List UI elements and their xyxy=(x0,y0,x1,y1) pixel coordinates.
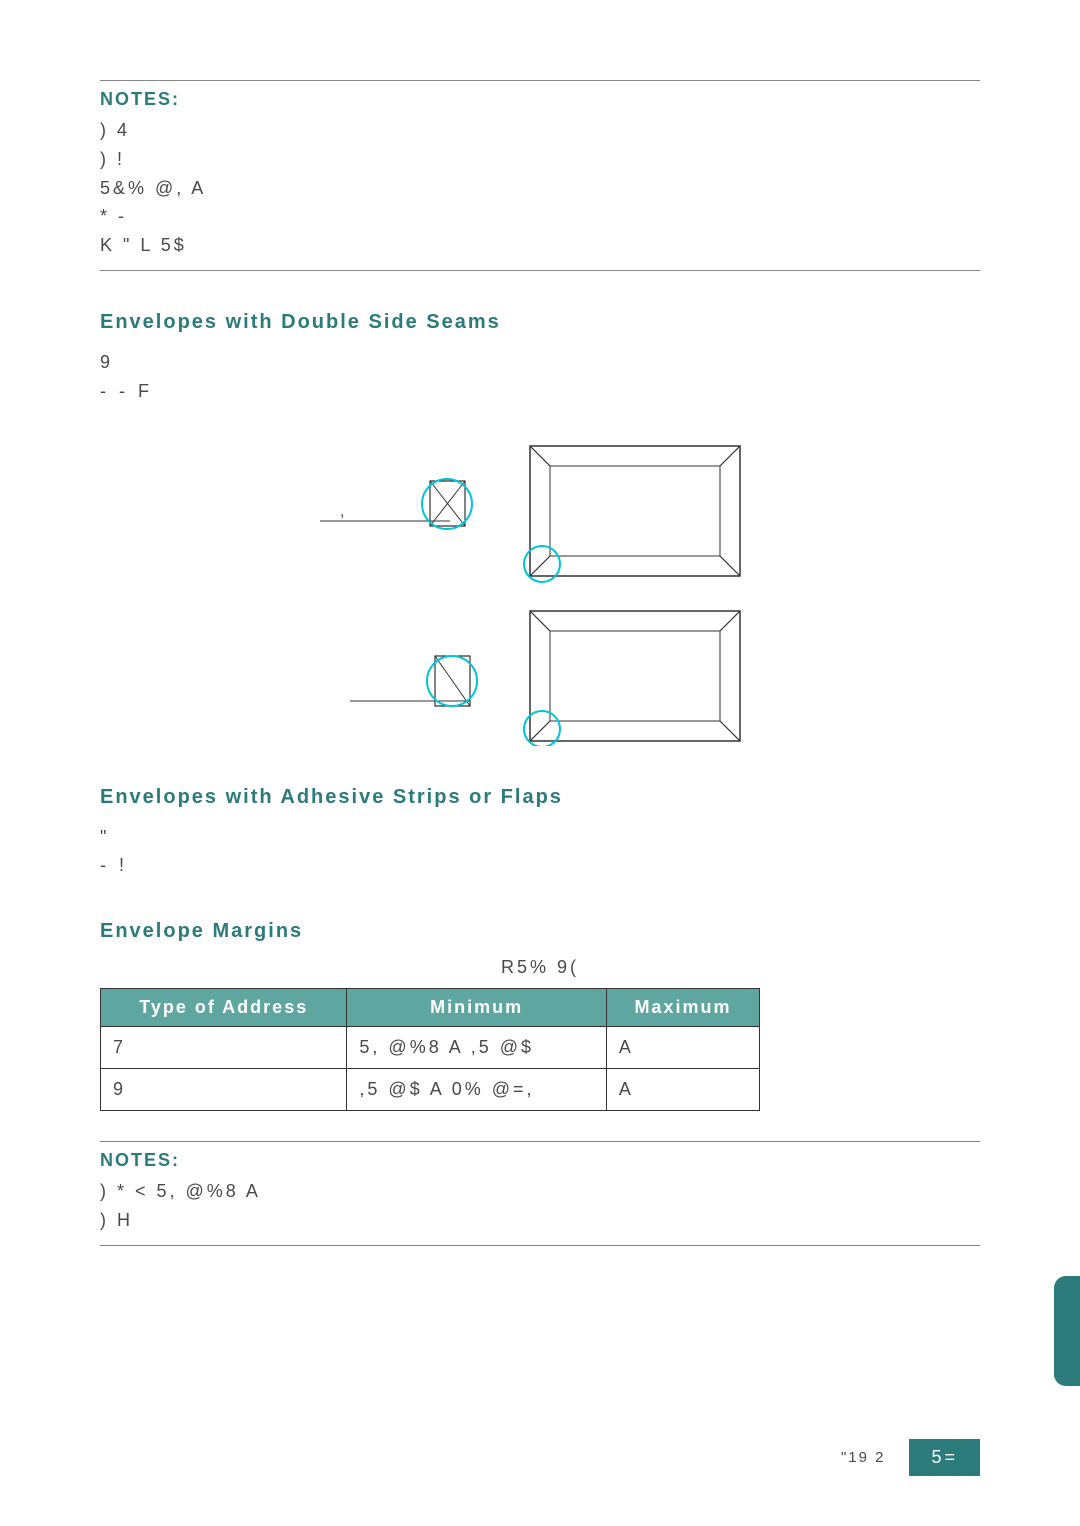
cell-0-0: 7 xyxy=(101,1027,347,1069)
divider-top-2 xyxy=(100,1141,980,1142)
heading-envelope-margins: Envelope Margins xyxy=(100,920,980,943)
th-min: Minimum xyxy=(347,989,607,1027)
envelope-diagram: , xyxy=(100,426,980,746)
table-row: 7 5, @%8 A ,5 @$ A xyxy=(101,1027,760,1069)
divider-bottom-2 xyxy=(100,1245,980,1246)
notes-label-2: NOTES: xyxy=(100,1150,980,1171)
notes-block-1: NOTES: ) 4 ) ! 5&% @, A * - K " L 5$ xyxy=(100,89,980,260)
table-caption: R5% 9( xyxy=(100,957,980,978)
footer-page-badge: 5= xyxy=(909,1439,980,1476)
svg-text:,: , xyxy=(340,503,344,520)
envelope-diagram-svg: , xyxy=(310,426,770,746)
heading-double-side-seams: Envelopes with Double Side Seams xyxy=(100,311,980,334)
page-footer: "19 2 5= xyxy=(841,1439,980,1476)
notes-block-2: NOTES: ) * < 5, @%8 A ) H xyxy=(100,1150,980,1235)
divider-top-1 xyxy=(100,80,980,81)
note1-line-4: K " L 5$ xyxy=(100,231,980,260)
margins-table: Type of Address Minimum Maximum 7 5, @%8… xyxy=(100,988,760,1111)
th-max: Maximum xyxy=(606,989,759,1027)
side-tab xyxy=(1054,1276,1080,1386)
th-type: Type of Address xyxy=(101,989,347,1027)
table-row: 9 ,5 @$ A 0% @=, A xyxy=(101,1069,760,1111)
note1-line-0: ) 4 xyxy=(100,116,980,145)
heading-adhesive-strips: Envelopes with Adhesive Strips or Flaps xyxy=(100,786,980,809)
sec2-line-0: " xyxy=(100,823,980,852)
sec2-line-2: - ! xyxy=(100,851,980,880)
footer-text: "19 2 xyxy=(841,1449,886,1466)
note2-line-2: ) H xyxy=(100,1206,980,1235)
cell-1-0: 9 xyxy=(101,1069,347,1111)
cell-0-1: 5, @%8 A ,5 @$ xyxy=(347,1027,607,1069)
note1-line-2: 5&% @, A xyxy=(100,174,980,203)
table-header-row: Type of Address Minimum Maximum xyxy=(101,989,760,1027)
sec1-line-1: - - F xyxy=(100,377,980,406)
cell-1-2: A xyxy=(606,1069,759,1111)
cell-0-2: A xyxy=(606,1027,759,1069)
cell-1-1: ,5 @$ A 0% @=, xyxy=(347,1069,607,1111)
divider-bottom-1 xyxy=(100,270,980,271)
note1-line-3: * - xyxy=(100,202,980,231)
note1-line-1: ) ! xyxy=(100,145,980,174)
note2-line-0: ) * < 5, @%8 A xyxy=(100,1177,980,1206)
notes-label-1: NOTES: xyxy=(100,89,980,110)
sec1-line-0: 9 xyxy=(100,348,980,377)
